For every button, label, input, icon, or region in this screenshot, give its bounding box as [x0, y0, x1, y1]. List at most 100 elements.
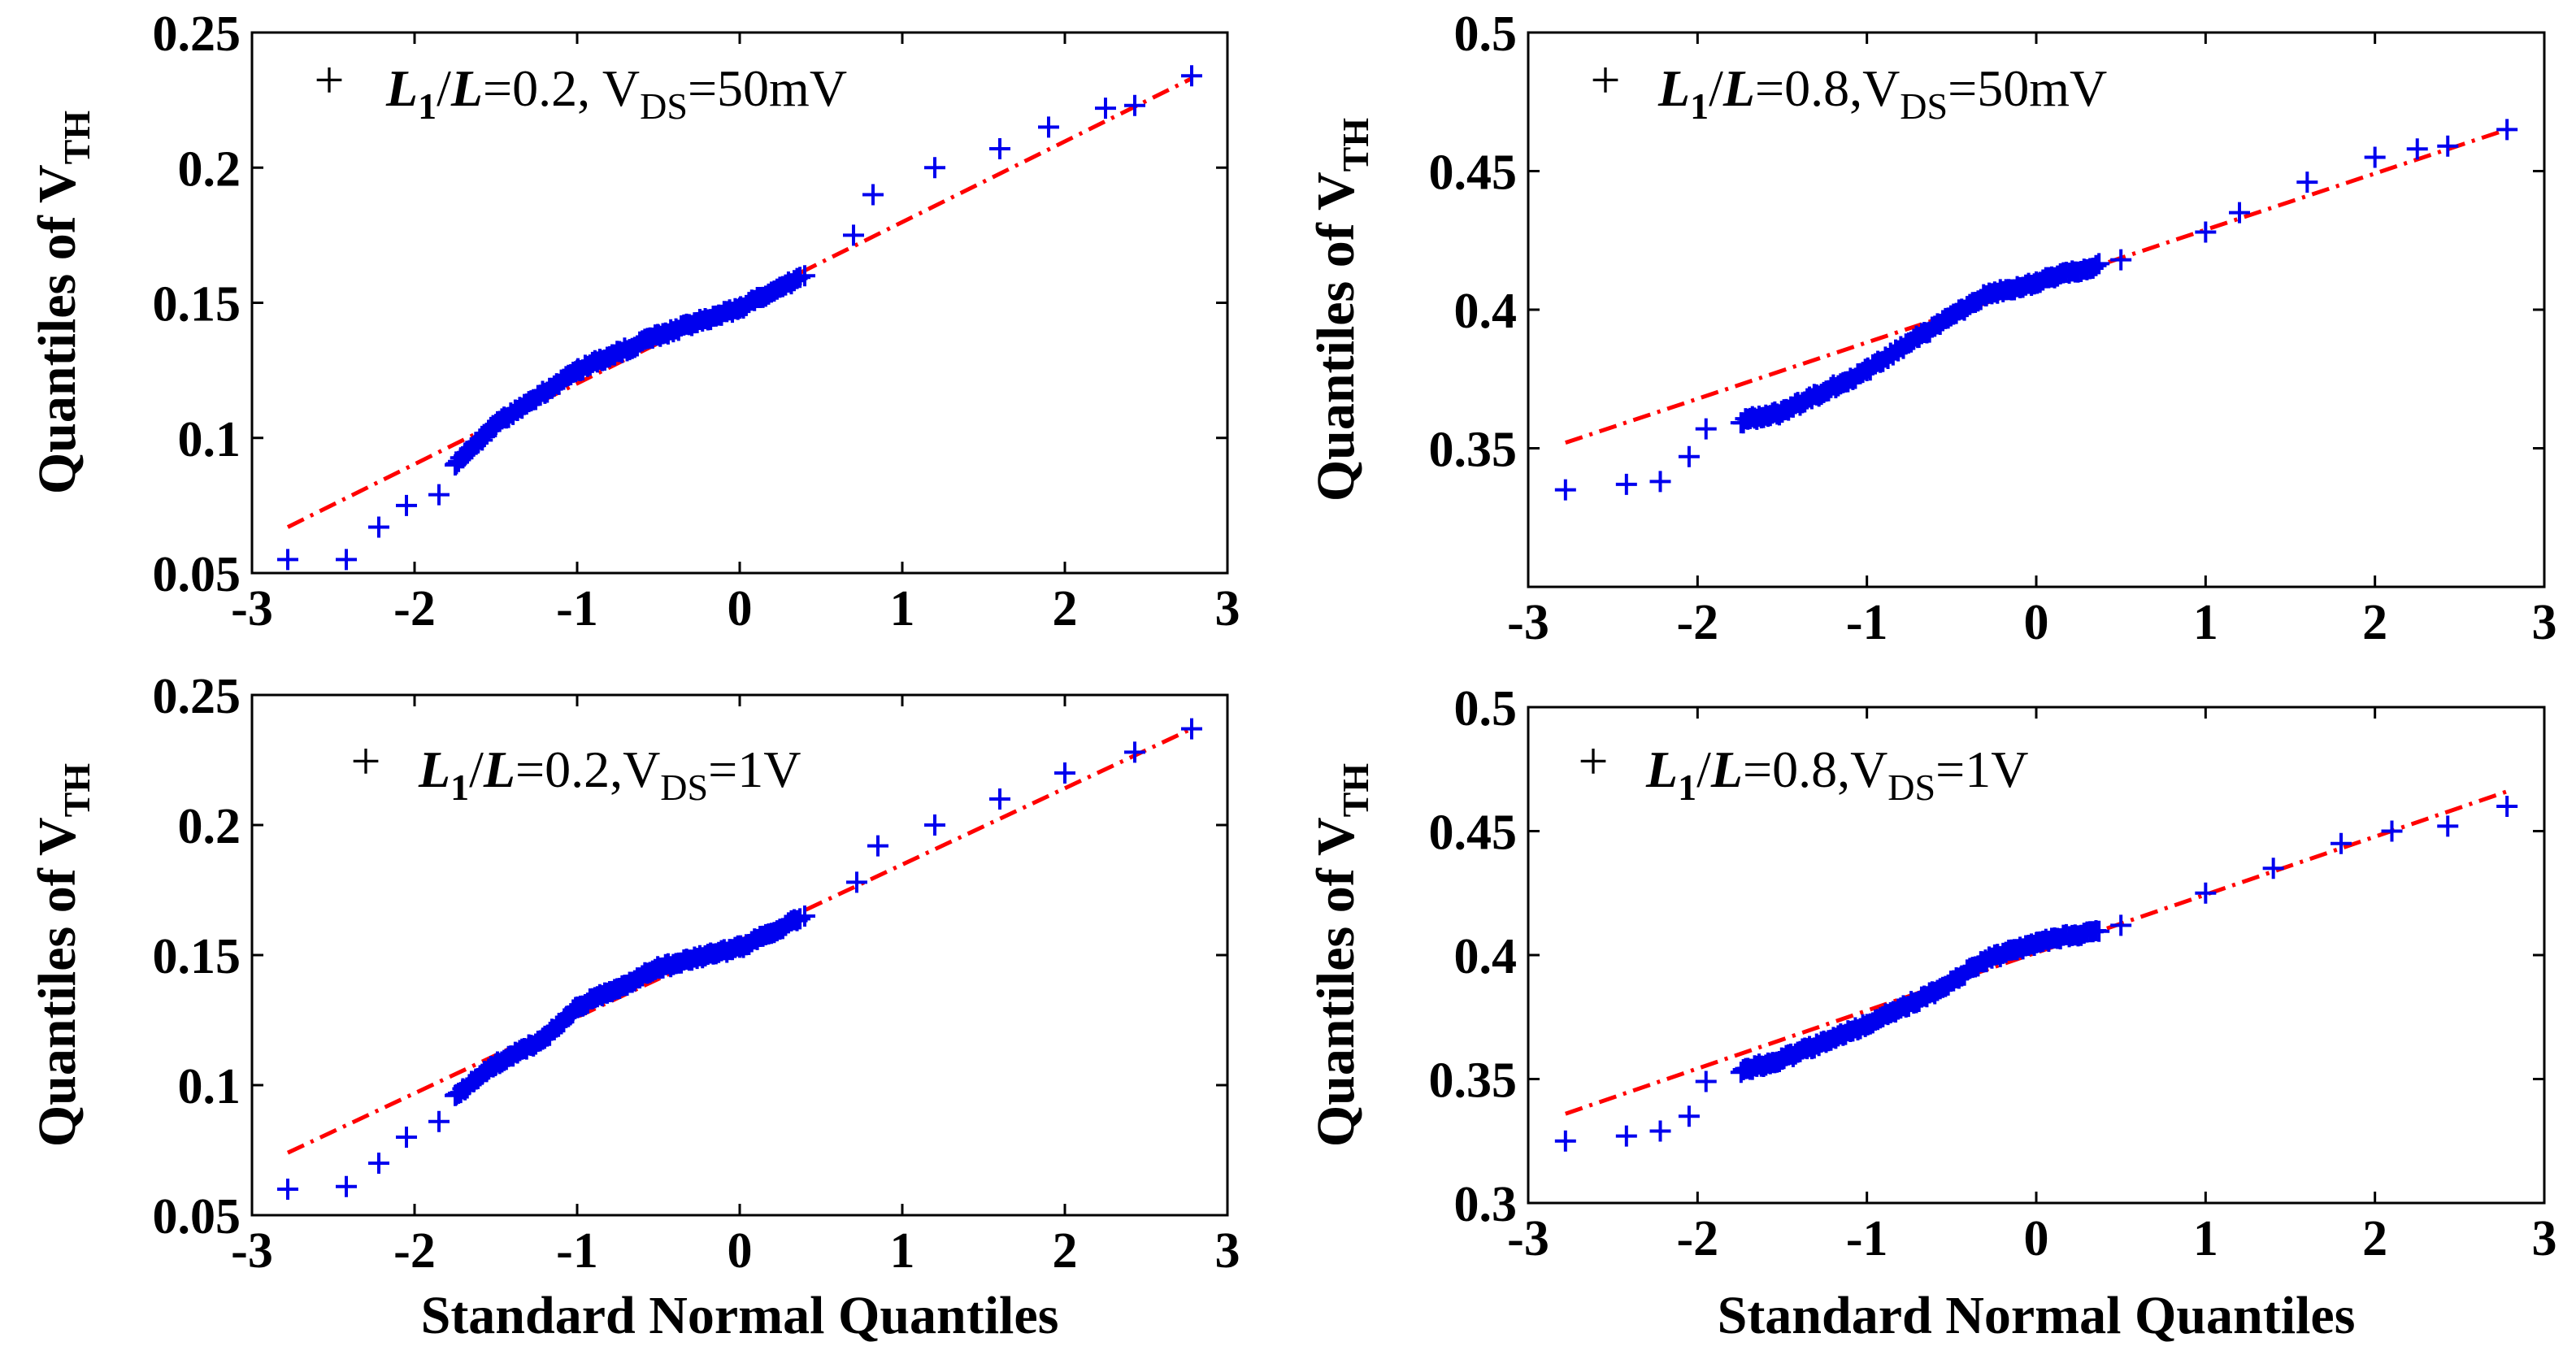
- qq-points: [1554, 119, 2518, 501]
- panel-bottom-left: -3 -2 -1 0 1 2 3 0.05 0.1 0.15 0.2 0.25 Quantiles …: [28, 669, 1240, 1345]
- qq-points: [277, 65, 1202, 571]
- qq-point: [2088, 920, 2110, 942]
- y-tick-label: 0.15: [153, 277, 241, 332]
- qq-point: [843, 224, 864, 246]
- y-tick-label: 0.45: [1429, 806, 1518, 861]
- qq-point: [1649, 1120, 1671, 1142]
- qq-point: [1615, 1125, 1637, 1147]
- y-tick-label: 0.35: [1429, 423, 1518, 478]
- y-tick-label: 0.3: [1454, 1177, 1518, 1232]
- x-tick-label: -1: [556, 1223, 598, 1279]
- x-ticks: -3 -2 -1 0 1 2 3: [1507, 707, 2557, 1266]
- qq-point: [1181, 718, 1202, 740]
- x-tick-label: 3: [1215, 581, 1240, 636]
- x-tick-label: -2: [393, 581, 436, 636]
- x-tick-label: 2: [2362, 1211, 2387, 1266]
- qq-point: [924, 157, 945, 179]
- qq-points: [277, 718, 1202, 1200]
- y-tick-label: 0.5: [1454, 7, 1518, 62]
- qq-point: [2296, 172, 2318, 193]
- fit-line: [1565, 789, 2508, 1116]
- qq-point: [2364, 146, 2386, 168]
- qq-point: [1095, 98, 1116, 119]
- qq-point: [336, 1175, 357, 1197]
- x-tick-label: 2: [1053, 1223, 1078, 1279]
- legend-marker: +: [1578, 732, 1608, 791]
- qq-point: [428, 1110, 450, 1132]
- x-tick-label: 2: [1053, 581, 1078, 636]
- y-axis-label: Quantiles of VTH: [28, 111, 98, 495]
- y-tick-label: 0.05: [153, 547, 241, 602]
- qq-point: [1124, 94, 1145, 116]
- legend-label: L1/L=0.2, VDS=50mV: [385, 59, 847, 127]
- qq-point: [2437, 135, 2459, 157]
- qq-point: [1678, 445, 1700, 467]
- x-tick-label: 3: [2532, 595, 2557, 650]
- qq-point: [1695, 1071, 1717, 1092]
- x-ticks: -3 -2 -1 0 1 2 3: [231, 695, 1240, 1279]
- x-tick-label: 1: [2193, 1211, 2218, 1266]
- x-tick-label: 0: [728, 1223, 753, 1279]
- x-tick-label: 3: [2532, 1211, 2557, 1266]
- qq-point: [336, 549, 357, 571]
- qq-point: [789, 267, 811, 289]
- qq-point: [2085, 254, 2107, 276]
- legend-marker: +: [1590, 50, 1620, 110]
- legend: + L1/L=0.8,VDS=1V: [1578, 732, 2028, 808]
- x-ticks: -3 -2 -1 0 1 2 3: [1507, 33, 2557, 650]
- y-axis-label: Quantiles of VTH: [1306, 118, 1376, 502]
- x-tick-label: 1: [890, 581, 915, 636]
- x-ticks: -3 -2 -1 0 1 2 3: [231, 33, 1240, 636]
- panel-top-left: -3 -2 -1 0 1 2 3 0.05 0.1 0.15 0.2 0.25 Quantiles …: [28, 7, 1240, 636]
- qq-point: [2496, 796, 2518, 817]
- qq-point: [2406, 138, 2428, 160]
- qq-point: [2331, 832, 2352, 854]
- y-ticks: 0.3 0.35 0.4 0.45 0.5: [1429, 681, 2544, 1232]
- qq-point: [396, 494, 417, 516]
- legend: + L1/L=0.8,VDS=50mV: [1590, 50, 2107, 127]
- qq-point: [277, 549, 298, 571]
- qq-point: [2195, 882, 2217, 904]
- qq-point: [1615, 473, 1637, 495]
- x-tick-label: -2: [1677, 1211, 1719, 1266]
- y-tick-label: 0.1: [178, 1059, 241, 1114]
- qq-point: [1038, 116, 1059, 138]
- legend-label: L1/L=0.8,VDS=1V: [1645, 740, 2028, 808]
- y-ticks: 0.05 0.1 0.15 0.2 0.25: [153, 7, 1227, 602]
- legend-marker: +: [314, 50, 344, 110]
- qq-point: [1695, 418, 1717, 440]
- qq-point: [989, 788, 1010, 810]
- y-tick-label: 0.2: [178, 141, 241, 197]
- qq-point: [2262, 858, 2284, 879]
- y-tick-label: 0.25: [153, 7, 241, 62]
- y-tick-label: 0.05: [153, 1189, 241, 1244]
- qq-point: [2110, 914, 2132, 936]
- x-tick-label: -1: [1846, 1211, 1888, 1266]
- qq-point: [2110, 249, 2132, 271]
- qq-point: [867, 835, 888, 857]
- qq-point: [1181, 65, 1202, 87]
- fit-line: [1565, 127, 2508, 445]
- qq-point: [2195, 221, 2217, 243]
- x-tick-label: 3: [1215, 1223, 1240, 1279]
- x-tick-label: -3: [1507, 1211, 1549, 1266]
- legend: + L1/L=0.2, VDS=50mV: [314, 50, 847, 127]
- y-tick-label: 0.2: [178, 799, 241, 854]
- y-tick-label: 0.45: [1429, 145, 1518, 201]
- qq-point: [1554, 1130, 1576, 1152]
- qq-point: [277, 1179, 298, 1200]
- x-tick-label: 1: [890, 1223, 915, 1279]
- x-tick-label: -3: [1507, 595, 1549, 650]
- x-tick-label: -3: [231, 1223, 273, 1279]
- qq-point: [428, 484, 450, 506]
- qq-point: [368, 516, 389, 538]
- x-tick-label: 0: [2024, 595, 2049, 650]
- qq-point: [786, 910, 808, 932]
- qq-point: [1649, 471, 1671, 493]
- qq-point: [1054, 762, 1075, 784]
- qq-point: [1124, 741, 1145, 763]
- x-tick-label: -2: [1677, 595, 1719, 650]
- qq-point: [846, 871, 867, 893]
- x-tick-label: 0: [728, 581, 753, 636]
